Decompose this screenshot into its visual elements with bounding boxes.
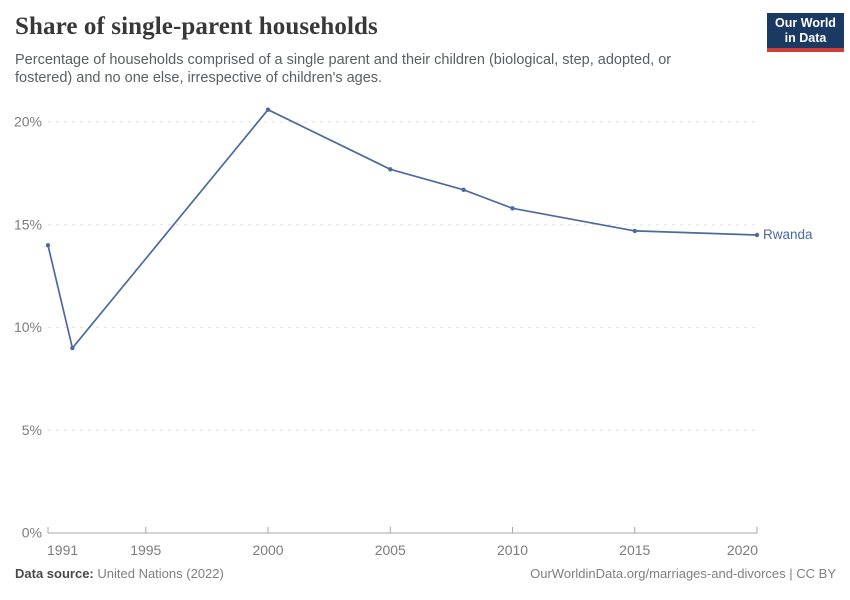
- data-point[interactable]: [461, 187, 466, 192]
- entity-label: Rwanda: [763, 227, 813, 242]
- data-point[interactable]: [388, 167, 393, 172]
- y-tick-label: 5%: [22, 422, 42, 438]
- data-source-label: Data source:: [15, 566, 94, 581]
- attribution-link[interactable]: OurWorldinData.org/marriages-and-divorce…: [530, 566, 836, 581]
- x-tick-label: 1991: [47, 542, 78, 558]
- data-point[interactable]: [510, 206, 515, 211]
- x-tick-label: 2015: [619, 542, 650, 558]
- data-point[interactable]: [265, 107, 271, 112]
- rwanda-series-line[interactable]: [47, 108, 758, 349]
- y-tick-label: 20%: [14, 114, 42, 130]
- x-tick-label: 2000: [252, 542, 283, 558]
- owid-logo[interactable]: Our World in Data: [767, 13, 844, 52]
- y-tick-label: 10%: [14, 319, 42, 335]
- page-title: Share of single-parent households: [15, 13, 378, 40]
- y-tick-label: 15%: [14, 216, 42, 232]
- x-tick-label: 2010: [497, 542, 528, 558]
- data-point[interactable]: [70, 345, 75, 351]
- y-tick-label: 0%: [22, 525, 42, 541]
- data-point[interactable]: [754, 232, 760, 238]
- data-source-value: United Nations (2022): [97, 566, 224, 581]
- x-tick-label: 2005: [375, 542, 406, 558]
- owid-logo-line2: in Data: [784, 30, 827, 45]
- data-source-note: Data source: United Nations (2022): [15, 566, 224, 581]
- data-point[interactable]: [632, 228, 637, 234]
- x-tick-label: 1995: [130, 542, 161, 558]
- owid-logo-line1: Our World: [775, 15, 836, 30]
- data-point[interactable]: [45, 243, 51, 248]
- x-tick-label: 2020: [727, 542, 758, 558]
- chart-subtitle: Percentage of households comprised of a …: [15, 52, 672, 86]
